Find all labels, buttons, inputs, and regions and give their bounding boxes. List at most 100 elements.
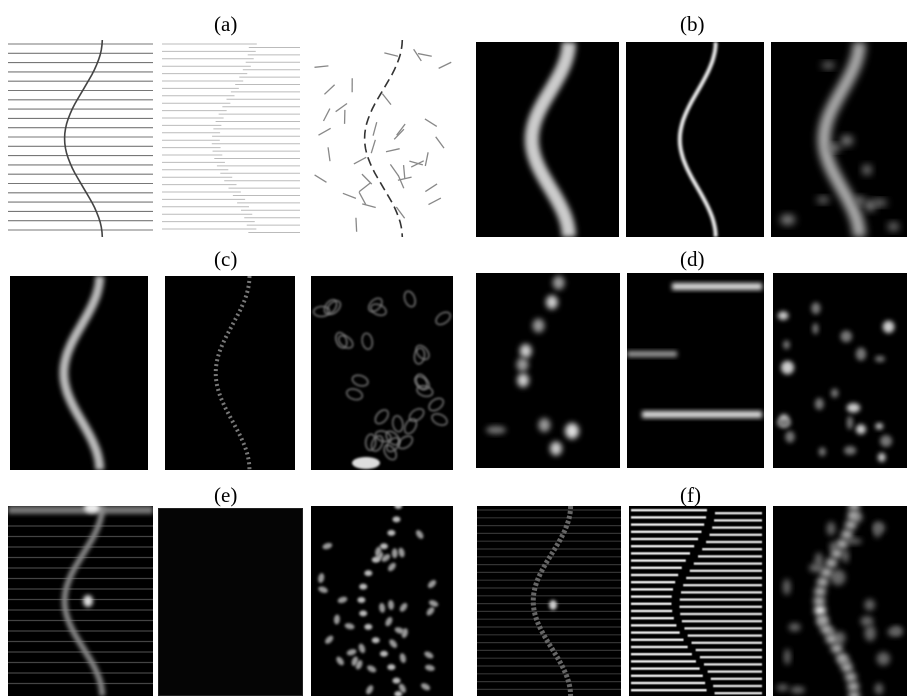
small-ellipse [391, 548, 398, 559]
blob [565, 423, 579, 439]
random-dash [358, 191, 367, 205]
small-ellipse [420, 683, 431, 691]
small-ellipse [358, 643, 366, 654]
gabor-ellipse [374, 430, 392, 443]
noise-blob [862, 164, 872, 175]
blob [783, 648, 791, 665]
curve-blob [825, 634, 838, 644]
panel-d2 [627, 273, 764, 468]
curve-blob [836, 653, 849, 663]
blob [552, 275, 565, 290]
small-ellipse [366, 685, 374, 695]
glow-curve [59, 276, 105, 470]
curve-ellipse [371, 556, 380, 563]
gabor-ellipse [370, 303, 387, 317]
small-ellipse [375, 546, 382, 557]
curve-blob [847, 510, 860, 521]
random-dash [384, 52, 399, 57]
noise-blob [840, 135, 853, 146]
random-dash [393, 128, 405, 140]
blob [833, 631, 846, 645]
curve-ellipse [359, 583, 368, 590]
bright-bar-left [631, 609, 673, 613]
blob [785, 431, 795, 443]
bright-bar-left [631, 537, 699, 541]
blob [846, 538, 862, 545]
blob [826, 521, 836, 536]
blob [783, 340, 790, 350]
bright-bar-right [714, 692, 762, 695]
blob [846, 415, 854, 430]
panel-f3 [773, 506, 907, 696]
blob [532, 318, 545, 333]
random-dash [353, 156, 367, 165]
panel-e1 [8, 506, 153, 696]
curve-ellipse [387, 664, 396, 671]
blob [790, 686, 806, 694]
random-dash [342, 192, 357, 199]
small-ellipse [387, 562, 396, 572]
curve-blob [840, 662, 853, 673]
small-ellipse [399, 602, 408, 612]
random-dash [335, 102, 348, 113]
panel-b2 [626, 42, 764, 237]
curve-blob [825, 558, 838, 568]
curve-ellipse [379, 650, 388, 657]
blob [545, 295, 558, 310]
blob [882, 320, 895, 334]
blob [840, 330, 853, 343]
bright-bar-right [693, 562, 762, 565]
small-ellipse [398, 547, 405, 558]
blob [843, 446, 857, 455]
random-dash [409, 160, 424, 166]
panel-a3 [308, 40, 453, 237]
blob [829, 541, 838, 551]
blob [549, 600, 557, 610]
gabor-ellipse [345, 388, 364, 401]
blob [776, 684, 789, 692]
bright-bar-left [631, 653, 692, 656]
bright-bar-left [631, 681, 706, 685]
blob [875, 423, 884, 430]
random-dash [314, 65, 329, 68]
bright-bar-right [713, 684, 762, 688]
panel-c1 [10, 276, 148, 470]
blob [812, 323, 819, 335]
random-dash [435, 136, 445, 149]
random-dash [323, 84, 336, 95]
bright-bar-left [631, 689, 707, 692]
label-d: (d) [680, 247, 705, 271]
gabor-ellipse [312, 305, 331, 318]
panel-c3 [311, 276, 453, 470]
blob [864, 625, 876, 642]
curve-ellipse [364, 570, 373, 577]
bright-bar-right [683, 584, 762, 587]
blob [517, 373, 530, 388]
random-dash [395, 206, 406, 219]
bright-bar-right [680, 612, 762, 616]
bright-bar-right [687, 634, 762, 637]
curve-blob [848, 506, 861, 511]
panel-c2 [165, 276, 295, 470]
bright-bar-left [631, 545, 695, 548]
thin-curve [677, 42, 718, 237]
curve-blob [820, 624, 833, 635]
blob [842, 549, 849, 563]
bright-bar-right [702, 548, 762, 551]
curve-blob [840, 529, 853, 540]
bright-bar-right [681, 620, 762, 623]
glow-bar [672, 283, 762, 290]
panel-b1 [476, 42, 619, 237]
random-dash [424, 152, 429, 167]
bright-bar-left [631, 530, 702, 533]
gabor-ellipse [415, 344, 430, 361]
curve-ellipse [394, 691, 403, 696]
bright-bar-right [684, 627, 762, 630]
curve-blob [830, 643, 843, 654]
gabor-ellipse [337, 334, 354, 349]
bright-bar-left [631, 617, 674, 620]
curve-blob [844, 672, 857, 682]
curve-blob [814, 586, 827, 597]
bright-bar-left [631, 552, 691, 555]
blob [880, 435, 893, 447]
